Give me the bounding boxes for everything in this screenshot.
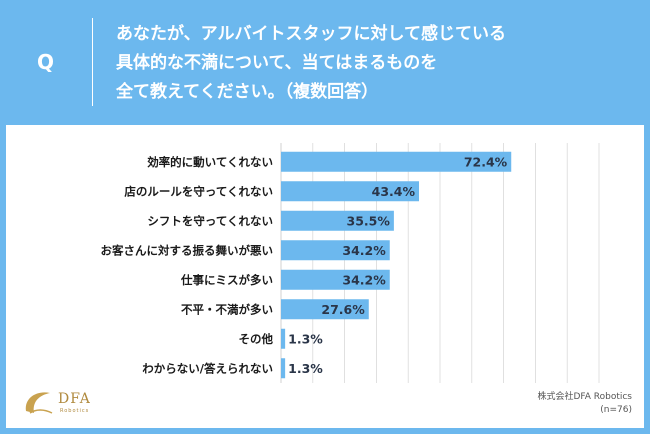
category-label: シフトを守ってくれない bbox=[147, 214, 273, 228]
category-label: 仕事にミスが多い bbox=[180, 273, 273, 287]
bar bbox=[281, 358, 286, 379]
dfa-logo-icon bbox=[25, 392, 53, 414]
question-line-3: 全て教えてください。（複数回答） bbox=[116, 82, 379, 102]
value-label: 1.3% bbox=[288, 331, 323, 346]
category-label: 店のルールを守ってくれない bbox=[124, 184, 273, 198]
value-label: 72.4% bbox=[464, 154, 508, 169]
logo-subtext: Robotics bbox=[60, 408, 90, 414]
company-name: 株式会社DFA Robotics bbox=[537, 392, 632, 402]
value-label: 1.3% bbox=[288, 361, 323, 376]
category-label: 効率的に動いてくれない bbox=[147, 155, 273, 169]
question-mark-label: Q bbox=[37, 50, 55, 74]
bar bbox=[281, 328, 286, 349]
category-label: その他 bbox=[239, 332, 274, 346]
value-label: 43.4% bbox=[372, 184, 416, 199]
value-label: 34.2% bbox=[342, 272, 386, 287]
category-label: お客さんに対する振る舞いが悪い bbox=[101, 243, 274, 257]
header: Q あなたが、アルバイトスタッフに対して感じている 具体的な不満について、当ては… bbox=[0, 0, 650, 125]
bar-chart: 効率的に動いてくれない 72.4% 店のルールを守ってくれない 43.4% シフトを守っ… bbox=[101, 143, 600, 383]
category-label: わからない/答えられない bbox=[142, 361, 273, 375]
question-text: あなたが、アルバイトスタッフに対して感じている 具体的な不満について、当てはまる… bbox=[116, 20, 636, 107]
chart-panel: 効率的に動いてくれない 72.4% 店のルールを守ってくれない 43.4% シフトを守っ… bbox=[6, 125, 644, 428]
bar bbox=[281, 240, 390, 261]
bar bbox=[281, 151, 512, 172]
company-logo: DFA Robotics bbox=[20, 387, 100, 417]
value-label: 34.2% bbox=[342, 243, 386, 258]
question-line-1: あなたが、アルバイトスタッフに対して感じている bbox=[116, 24, 506, 44]
bar bbox=[281, 210, 394, 231]
bar bbox=[281, 269, 390, 290]
header-divider bbox=[92, 18, 93, 106]
value-label: 27.6% bbox=[321, 302, 365, 317]
value-label: 35.5% bbox=[347, 213, 391, 228]
question-line-2: 具体的な不満について、当てはまるものを bbox=[116, 53, 438, 73]
category-label: 不平・不満が多い bbox=[181, 302, 273, 316]
source-credit: 株式会社DFA Robotics (n=76) bbox=[537, 391, 632, 417]
bar bbox=[281, 299, 369, 320]
logo-text: DFA bbox=[58, 391, 91, 407]
bar bbox=[281, 181, 420, 202]
sample-size: (n=76) bbox=[600, 405, 632, 415]
